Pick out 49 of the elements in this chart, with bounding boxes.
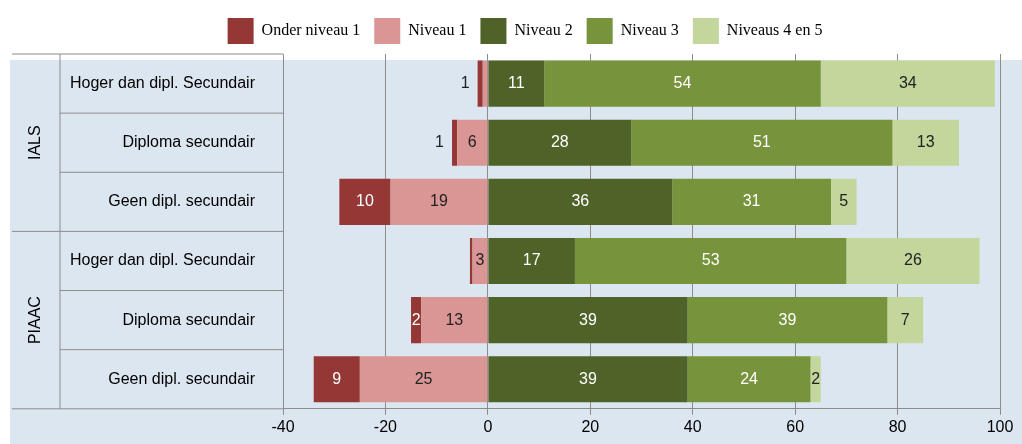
data-label: 11: [507, 73, 525, 91]
data-label: 10: [356, 192, 374, 210]
data-label: 54: [673, 73, 692, 91]
legend-label: Niveaus 4 en 5: [726, 21, 823, 39]
y-tick-label: Hoger dan dipl. Secundair: [69, 251, 256, 269]
data-label: 5: [839, 192, 849, 210]
x-tick-label: -20: [373, 417, 398, 435]
legend-label: Niveau 3: [620, 21, 679, 39]
x-tick-label: 80: [888, 417, 907, 435]
data-label: 31: [742, 192, 761, 210]
x-tick-label: -40: [271, 417, 295, 435]
y-tick-label: Diploma secundair: [122, 310, 256, 328]
data-label: 53: [701, 251, 720, 269]
x-tick-label: 100: [986, 417, 1014, 435]
y-tick-label: Diploma secundair: [122, 133, 256, 151]
data-label: 24: [740, 369, 759, 387]
y-tick-label: Geen dipl. secundair: [108, 192, 256, 210]
data-label: 25: [414, 369, 433, 387]
data-label: 39: [579, 369, 597, 387]
legend-label: Niveau 1: [408, 21, 467, 39]
text: PIAAC: [26, 296, 44, 345]
data-label: 2: [411, 310, 421, 328]
text: IALS: [26, 125, 44, 161]
data-label: 13: [916, 133, 935, 151]
y-tick-label: Hoger dan dipl. Secundair: [69, 73, 256, 91]
data-label: 3: [475, 251, 485, 269]
data-label: 34: [898, 73, 917, 91]
x-tick-label: 0: [483, 417, 493, 435]
data-label: 28: [550, 133, 569, 151]
data-label: 13: [445, 310, 464, 328]
data-label: 26: [904, 251, 922, 269]
data-label: 39: [579, 310, 597, 328]
data-label: 19: [430, 192, 448, 210]
data-label: 36: [571, 192, 590, 210]
x-tick-label: 40: [683, 417, 702, 435]
data-label: 51: [752, 133, 771, 151]
x-tick-label: 60: [786, 417, 805, 435]
data-label: 17: [522, 251, 541, 269]
x-tick-label: 20: [581, 417, 600, 435]
data-label: 1: [460, 73, 470, 91]
data-label: 2: [811, 369, 821, 387]
data-label: 6: [467, 133, 477, 151]
data-label: 9: [332, 369, 342, 387]
legend-label: Niveau 2: [514, 21, 573, 39]
data-label: 39: [778, 310, 797, 328]
data-label: 1: [435, 133, 445, 151]
data-label: 7: [900, 310, 910, 328]
y-tick-label: Geen dipl. secundair: [108, 369, 256, 387]
legend-label: Onder niveau 1: [261, 21, 361, 39]
